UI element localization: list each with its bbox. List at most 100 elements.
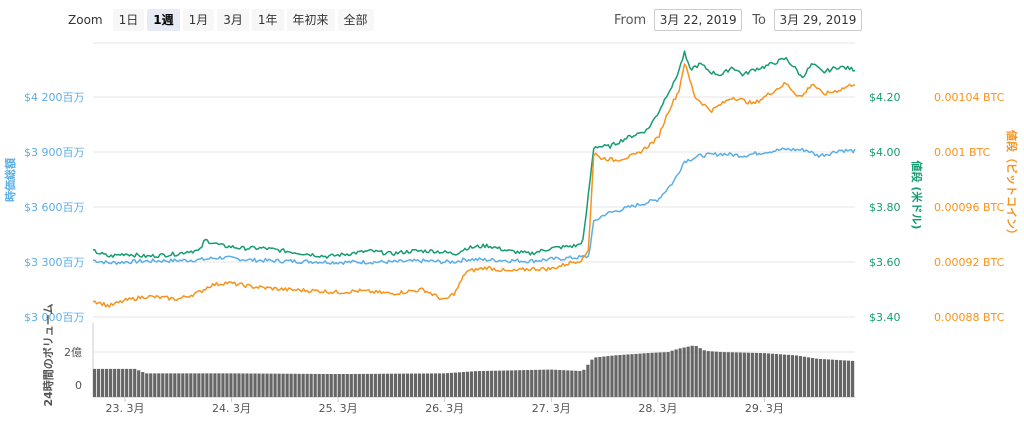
volume-bar bbox=[522, 370, 526, 397]
volume-bar bbox=[437, 373, 442, 397]
zoom-1y-button[interactable]: 1年 bbox=[251, 9, 284, 31]
volume-bar bbox=[710, 351, 714, 397]
volume-bar bbox=[289, 373, 293, 397]
to-date-input[interactable]: 3月 29, 2019 bbox=[773, 9, 862, 31]
volume-bar bbox=[461, 372, 466, 397]
volume-bar bbox=[778, 354, 783, 397]
volume-bar bbox=[357, 373, 361, 397]
volume-bar bbox=[474, 371, 478, 397]
volume-bar bbox=[722, 352, 726, 397]
volume-bar bbox=[502, 370, 506, 397]
volume-bar bbox=[209, 373, 213, 398]
volume-bar bbox=[766, 353, 770, 397]
volume-bar bbox=[217, 373, 221, 398]
volume-bar bbox=[381, 373, 385, 397]
zoom-3m-button[interactable]: 3月 bbox=[217, 9, 249, 31]
x-tick-label: 26. 3月 bbox=[425, 402, 464, 415]
volume-bar bbox=[802, 356, 807, 397]
zoom-1d-button[interactable]: 1日 bbox=[112, 9, 145, 31]
volume-bar bbox=[273, 373, 277, 397]
volume-bar bbox=[846, 360, 851, 397]
volume-bar bbox=[121, 368, 125, 398]
volume-bar bbox=[349, 373, 353, 397]
volume-bar bbox=[105, 368, 109, 398]
volume-bar bbox=[445, 373, 450, 397]
volume-bar bbox=[850, 360, 855, 397]
volume-bar bbox=[666, 352, 670, 397]
volume-bar bbox=[405, 373, 410, 397]
right-usd-tick-label: $3.60 bbox=[869, 256, 901, 269]
volume-bar bbox=[594, 357, 598, 397]
volume-bar bbox=[137, 370, 141, 397]
volume-bar bbox=[582, 369, 586, 397]
volume-bar bbox=[718, 351, 722, 397]
volume-bar bbox=[353, 373, 357, 397]
volume-bar bbox=[758, 353, 762, 397]
volume-bar bbox=[782, 354, 787, 397]
x-tick-label: 24. 3月 bbox=[212, 402, 251, 415]
volume-bar bbox=[385, 373, 389, 397]
volume-bar bbox=[606, 356, 610, 397]
volume-bar bbox=[161, 373, 165, 398]
volume-bar bbox=[550, 369, 554, 397]
volume-bar bbox=[253, 373, 257, 397]
volume-bar bbox=[694, 346, 698, 397]
volume-bar bbox=[433, 373, 438, 397]
from-date-input[interactable]: 3月 22, 2019 bbox=[654, 9, 743, 31]
right-usd-tick-label: $3.40 bbox=[869, 311, 901, 324]
volume-bar bbox=[173, 373, 177, 398]
volume-bar bbox=[269, 373, 273, 397]
volume-bar bbox=[341, 374, 345, 397]
volume-bar bbox=[149, 373, 153, 398]
volume-bar bbox=[834, 359, 839, 397]
volume-bar bbox=[157, 373, 161, 398]
volume-bar bbox=[333, 374, 337, 397]
right-btc-tick-label: 0.001 BTC bbox=[934, 146, 991, 159]
volume-bar bbox=[482, 370, 486, 397]
volume-bar bbox=[622, 354, 626, 397]
volume-bar bbox=[469, 371, 474, 397]
volume-bar bbox=[93, 368, 97, 398]
volume-bar bbox=[393, 373, 397, 397]
volume-bar bbox=[798, 356, 803, 397]
volume-bar bbox=[602, 356, 606, 397]
volume-bar bbox=[109, 368, 113, 398]
left-tick-label: $3 300百万 bbox=[24, 256, 85, 269]
volume-bar bbox=[790, 355, 795, 397]
volume-bar bbox=[530, 369, 534, 397]
volume-bar bbox=[249, 373, 253, 397]
volume-bar bbox=[397, 373, 402, 397]
from-label: From bbox=[614, 12, 647, 28]
volume-bar bbox=[233, 373, 237, 397]
volume-bar bbox=[754, 352, 758, 397]
axis-labels: $4 200百万 $3 900百万 $3 600百万 $3 300百万 $3 000百万… bbox=[3, 91, 1019, 415]
zoom-1w-button[interactable]: 1週 bbox=[147, 9, 180, 31]
series-line-market_cap bbox=[93, 147, 856, 265]
volume-tick-label: 0 bbox=[75, 379, 82, 392]
volume-bar bbox=[726, 352, 730, 397]
volume-bar bbox=[838, 360, 843, 397]
volume-bar bbox=[257, 373, 261, 397]
right-btc-tick-label: 0.00092 BTC bbox=[934, 256, 1005, 269]
zoom-1m-button[interactable]: 1月 bbox=[182, 9, 215, 31]
x-tick-label: 28. 3月 bbox=[638, 402, 677, 415]
volume-bar bbox=[261, 373, 265, 397]
volume-bar bbox=[165, 373, 169, 398]
zoom-all-button[interactable]: 全部 bbox=[337, 9, 374, 31]
volume-bar bbox=[498, 370, 502, 397]
volume-bar bbox=[429, 373, 434, 397]
volume-bar bbox=[786, 354, 791, 397]
volume-bar bbox=[506, 370, 510, 397]
volume-bar bbox=[538, 369, 542, 397]
volume-bar bbox=[277, 373, 281, 397]
volume-bar bbox=[285, 373, 289, 397]
volume-bar bbox=[554, 369, 558, 397]
zoom-ytd-button[interactable]: 年初来 bbox=[286, 9, 335, 31]
volume-bar bbox=[401, 373, 406, 397]
volume-bar bbox=[518, 370, 522, 397]
to-label: To bbox=[752, 12, 766, 28]
volume-bar bbox=[177, 373, 181, 398]
volume-axis-title: 24時間のボリューム bbox=[41, 304, 55, 407]
volume-bar bbox=[229, 373, 233, 398]
